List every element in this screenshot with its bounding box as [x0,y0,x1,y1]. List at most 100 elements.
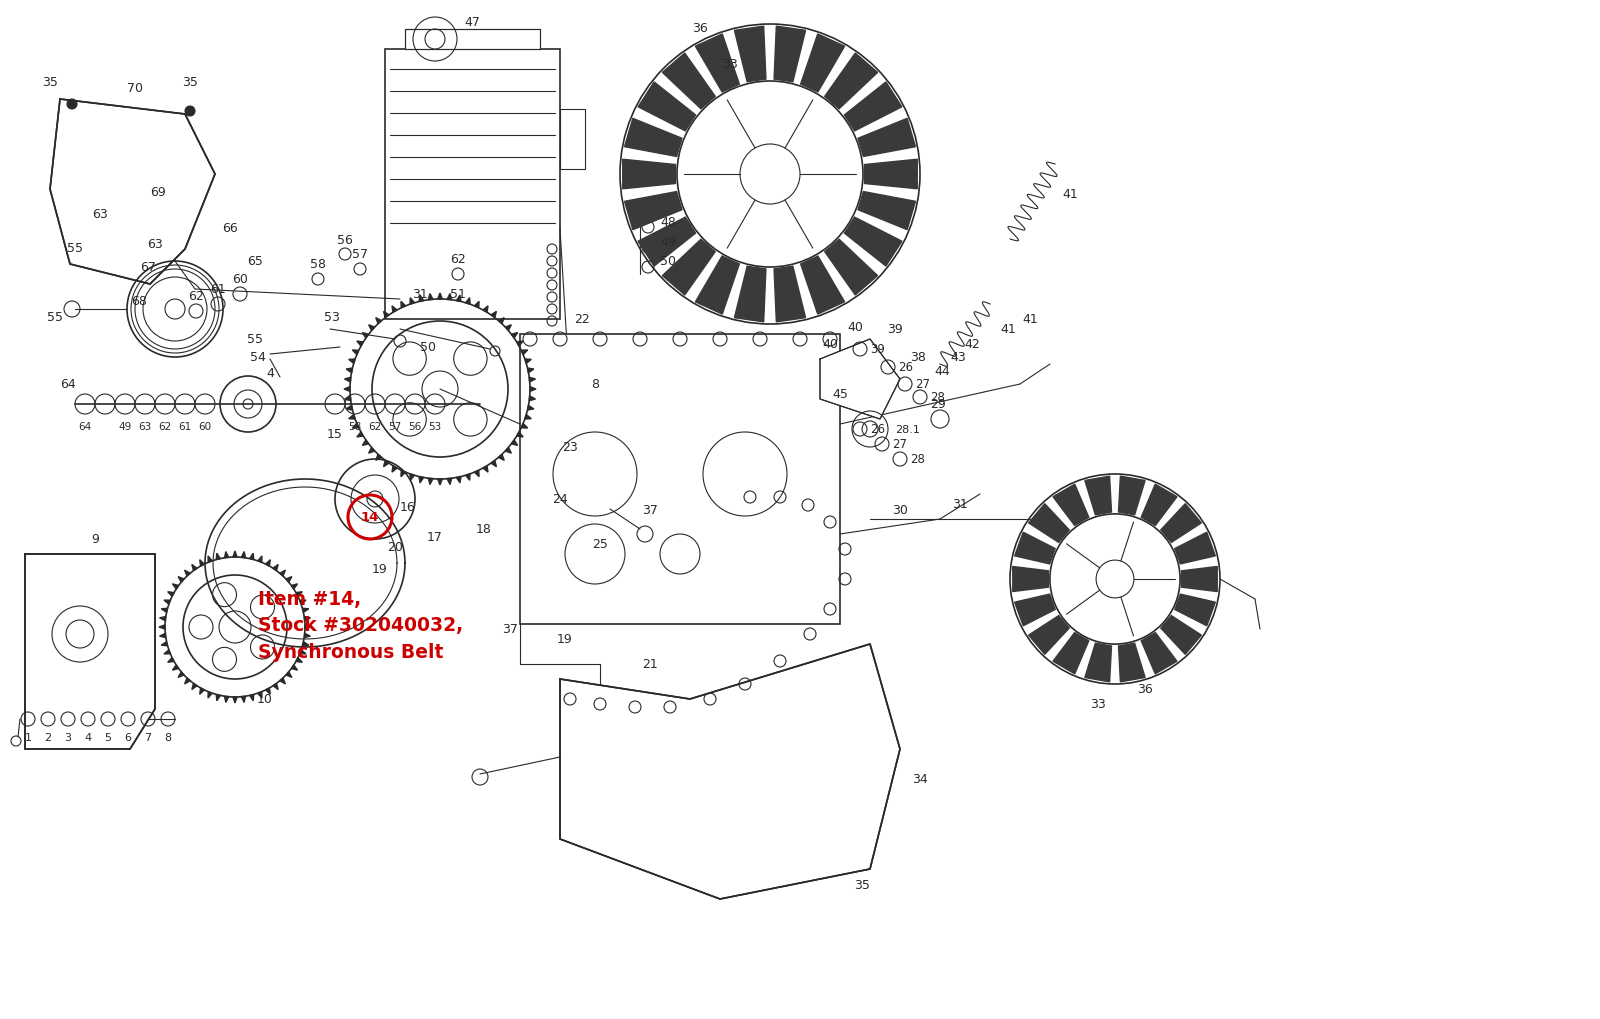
Polygon shape [483,307,488,313]
Text: 40: 40 [846,321,862,334]
Polygon shape [466,299,470,305]
Text: 55: 55 [67,242,83,255]
Polygon shape [517,341,523,346]
Text: 17: 17 [427,531,443,544]
Text: 39: 39 [870,343,885,357]
Polygon shape [662,240,715,296]
Circle shape [186,107,195,117]
Polygon shape [344,387,350,392]
Polygon shape [1118,644,1146,682]
Polygon shape [734,267,766,323]
Text: 31: 31 [413,288,427,302]
Text: 28: 28 [910,453,925,466]
Polygon shape [173,584,179,589]
Text: 21: 21 [642,658,658,671]
Polygon shape [258,692,262,698]
Text: 68: 68 [131,296,147,308]
Polygon shape [158,626,165,630]
Polygon shape [357,432,363,437]
Polygon shape [368,448,374,453]
Text: 65: 65 [246,255,262,268]
Polygon shape [1141,485,1178,526]
Text: 8: 8 [590,378,598,391]
Polygon shape [184,679,190,684]
Polygon shape [512,440,518,446]
Text: 57: 57 [389,422,402,432]
Text: 50: 50 [661,255,675,268]
Polygon shape [376,454,381,461]
Text: 62: 62 [450,254,466,266]
Polygon shape [446,479,451,485]
Text: 36: 36 [693,21,707,35]
Text: 7: 7 [144,733,152,742]
Polygon shape [560,644,899,899]
Text: 64: 64 [78,422,91,432]
Text: 43: 43 [950,352,966,364]
Polygon shape [258,556,262,562]
Text: 58: 58 [310,258,326,271]
Polygon shape [845,83,902,131]
Polygon shape [178,577,184,583]
Polygon shape [346,406,352,411]
Polygon shape [1053,633,1088,675]
Polygon shape [525,415,531,420]
Polygon shape [224,697,229,703]
Polygon shape [410,299,414,305]
Text: 62: 62 [189,290,203,304]
Polygon shape [274,565,278,571]
Polygon shape [291,665,298,671]
Text: 26: 26 [870,423,885,436]
Polygon shape [280,571,285,577]
Polygon shape [192,684,197,690]
Text: 63: 63 [147,238,163,252]
Polygon shape [438,480,442,485]
Text: 34: 34 [912,772,928,786]
Polygon shape [402,302,405,309]
Polygon shape [696,35,739,93]
Text: 8: 8 [165,733,171,742]
Text: 28.1: 28.1 [896,425,920,434]
Polygon shape [184,571,190,577]
Polygon shape [858,119,915,157]
Polygon shape [456,477,461,483]
Polygon shape [528,369,534,373]
Text: 64: 64 [61,378,75,391]
Text: 44: 44 [934,365,950,378]
Polygon shape [475,302,478,309]
Polygon shape [483,467,488,473]
Polygon shape [384,312,389,318]
Polygon shape [208,692,213,698]
Polygon shape [266,688,270,695]
Text: 10: 10 [258,693,274,706]
Text: 41: 41 [1022,313,1038,326]
Polygon shape [178,673,184,678]
Polygon shape [234,551,237,557]
Polygon shape [362,333,368,338]
Polygon shape [286,673,291,678]
Text: 15: 15 [326,428,342,441]
Polygon shape [26,554,155,749]
Polygon shape [419,477,424,483]
Polygon shape [800,35,845,93]
Polygon shape [734,28,766,83]
Bar [386,50,560,320]
Polygon shape [224,552,229,558]
Polygon shape [234,697,237,703]
Polygon shape [299,650,306,654]
Text: 69: 69 [150,185,166,199]
Text: 4: 4 [266,367,274,380]
Text: 40: 40 [822,338,838,352]
Polygon shape [522,351,528,356]
Polygon shape [362,440,368,446]
Polygon shape [638,218,696,267]
Polygon shape [192,565,197,571]
Polygon shape [1085,477,1112,516]
Polygon shape [429,294,434,301]
Polygon shape [216,695,221,701]
Text: 49: 49 [118,422,131,432]
Text: 27: 27 [915,378,931,391]
Polygon shape [304,634,310,638]
Polygon shape [357,341,363,346]
Polygon shape [1141,633,1178,675]
Text: 57: 57 [352,249,368,261]
